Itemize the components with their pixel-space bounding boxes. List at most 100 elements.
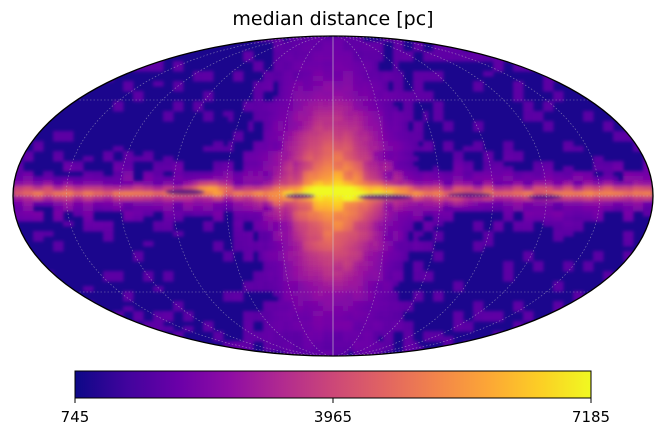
heat-cell [333, 236, 339, 242]
heat-cell [288, 166, 294, 172]
heat-cell [193, 181, 199, 187]
heat-cell [328, 196, 334, 202]
heat-cell [528, 116, 534, 122]
heat-cell [258, 231, 264, 237]
heat-cell [353, 166, 359, 172]
heat-cell [268, 126, 274, 132]
heat-cell [368, 111, 374, 117]
heat-cell [338, 106, 344, 112]
heat-cell [433, 101, 439, 107]
heat-cell [298, 256, 304, 262]
heat-cell [158, 61, 164, 67]
heat-cell [318, 261, 324, 267]
heat-cell [323, 151, 329, 157]
heat-cell [273, 171, 279, 177]
heat-cell [393, 206, 399, 212]
heat-cell [393, 306, 399, 312]
heat-cell [373, 326, 379, 332]
heat-cell [408, 171, 414, 177]
heat-cell [133, 186, 139, 192]
heat-cell [48, 276, 54, 282]
heat-cell [258, 271, 264, 277]
heat-cell [433, 191, 439, 197]
heat-cell [278, 56, 284, 62]
heat-cell [418, 176, 424, 182]
heat-cell [248, 326, 254, 332]
heat-cell [408, 116, 414, 122]
heat-cell [353, 271, 359, 277]
heat-cell [433, 251, 439, 257]
heat-cell [308, 141, 314, 147]
heat-cell [323, 221, 329, 227]
heat-cell [283, 331, 289, 337]
heat-cell [558, 186, 564, 192]
heat-cell [398, 146, 404, 152]
heat-cell [253, 116, 259, 122]
heat-cell [238, 341, 244, 347]
heat-cell [298, 301, 304, 307]
heat-cell [258, 86, 264, 92]
heat-cell [533, 176, 539, 182]
heat-cell [288, 196, 294, 202]
heat-cell [248, 51, 254, 57]
heat-cell [103, 156, 109, 162]
heat-cell [608, 206, 614, 212]
heat-cell [393, 46, 399, 52]
heat-cell [388, 91, 394, 97]
heat-cell [428, 176, 434, 182]
heat-cell [143, 156, 149, 162]
heat-cell [328, 116, 334, 122]
heat-cell [263, 146, 269, 152]
heat-cell [493, 316, 499, 322]
heat-cell [88, 171, 94, 177]
heat-cell [508, 146, 514, 152]
heat-cell [148, 241, 154, 247]
heat-cell [453, 206, 459, 212]
heat-cell [353, 56, 359, 62]
heat-cell [328, 56, 334, 62]
heat-cell [483, 56, 489, 62]
heat-cell [398, 231, 404, 237]
heat-cell [463, 51, 469, 57]
heat-cell [283, 231, 289, 237]
heat-cell [413, 266, 419, 272]
heat-cell [388, 76, 394, 82]
heat-cell [353, 91, 359, 97]
heat-cell [133, 201, 139, 207]
heat-cell [338, 121, 344, 127]
heat-cell [273, 131, 279, 137]
heat-cell [178, 171, 184, 177]
heat-cell [598, 96, 604, 102]
heat-cell [373, 301, 379, 307]
heat-cell [138, 181, 144, 187]
heat-cell [453, 281, 459, 287]
heat-cell [233, 196, 239, 202]
heat-cell [113, 201, 119, 207]
heat-cell [413, 166, 419, 172]
heat-cell [303, 281, 309, 287]
heat-cell [413, 211, 419, 217]
heat-cell [298, 216, 304, 222]
heat-cell [38, 236, 44, 242]
heat-cell [373, 296, 379, 302]
heat-cell [303, 81, 309, 87]
heat-cell [318, 36, 324, 42]
heat-cell [563, 171, 569, 177]
heat-cell [343, 181, 349, 187]
heat-cell [78, 211, 84, 217]
heat-cell [383, 86, 389, 92]
heat-cell [468, 181, 474, 187]
heat-cell [313, 276, 319, 282]
heat-cell [358, 301, 364, 307]
heat-cell [358, 56, 364, 62]
heat-cell [83, 186, 89, 192]
heat-cell [213, 166, 219, 172]
heat-cell [253, 111, 259, 117]
heat-cell [278, 311, 284, 317]
heat-cell [273, 256, 279, 262]
heat-cell [268, 261, 274, 267]
heat-cell [288, 136, 294, 142]
heat-cell [458, 41, 464, 47]
heat-cell [348, 96, 354, 102]
heat-cell [223, 296, 229, 302]
